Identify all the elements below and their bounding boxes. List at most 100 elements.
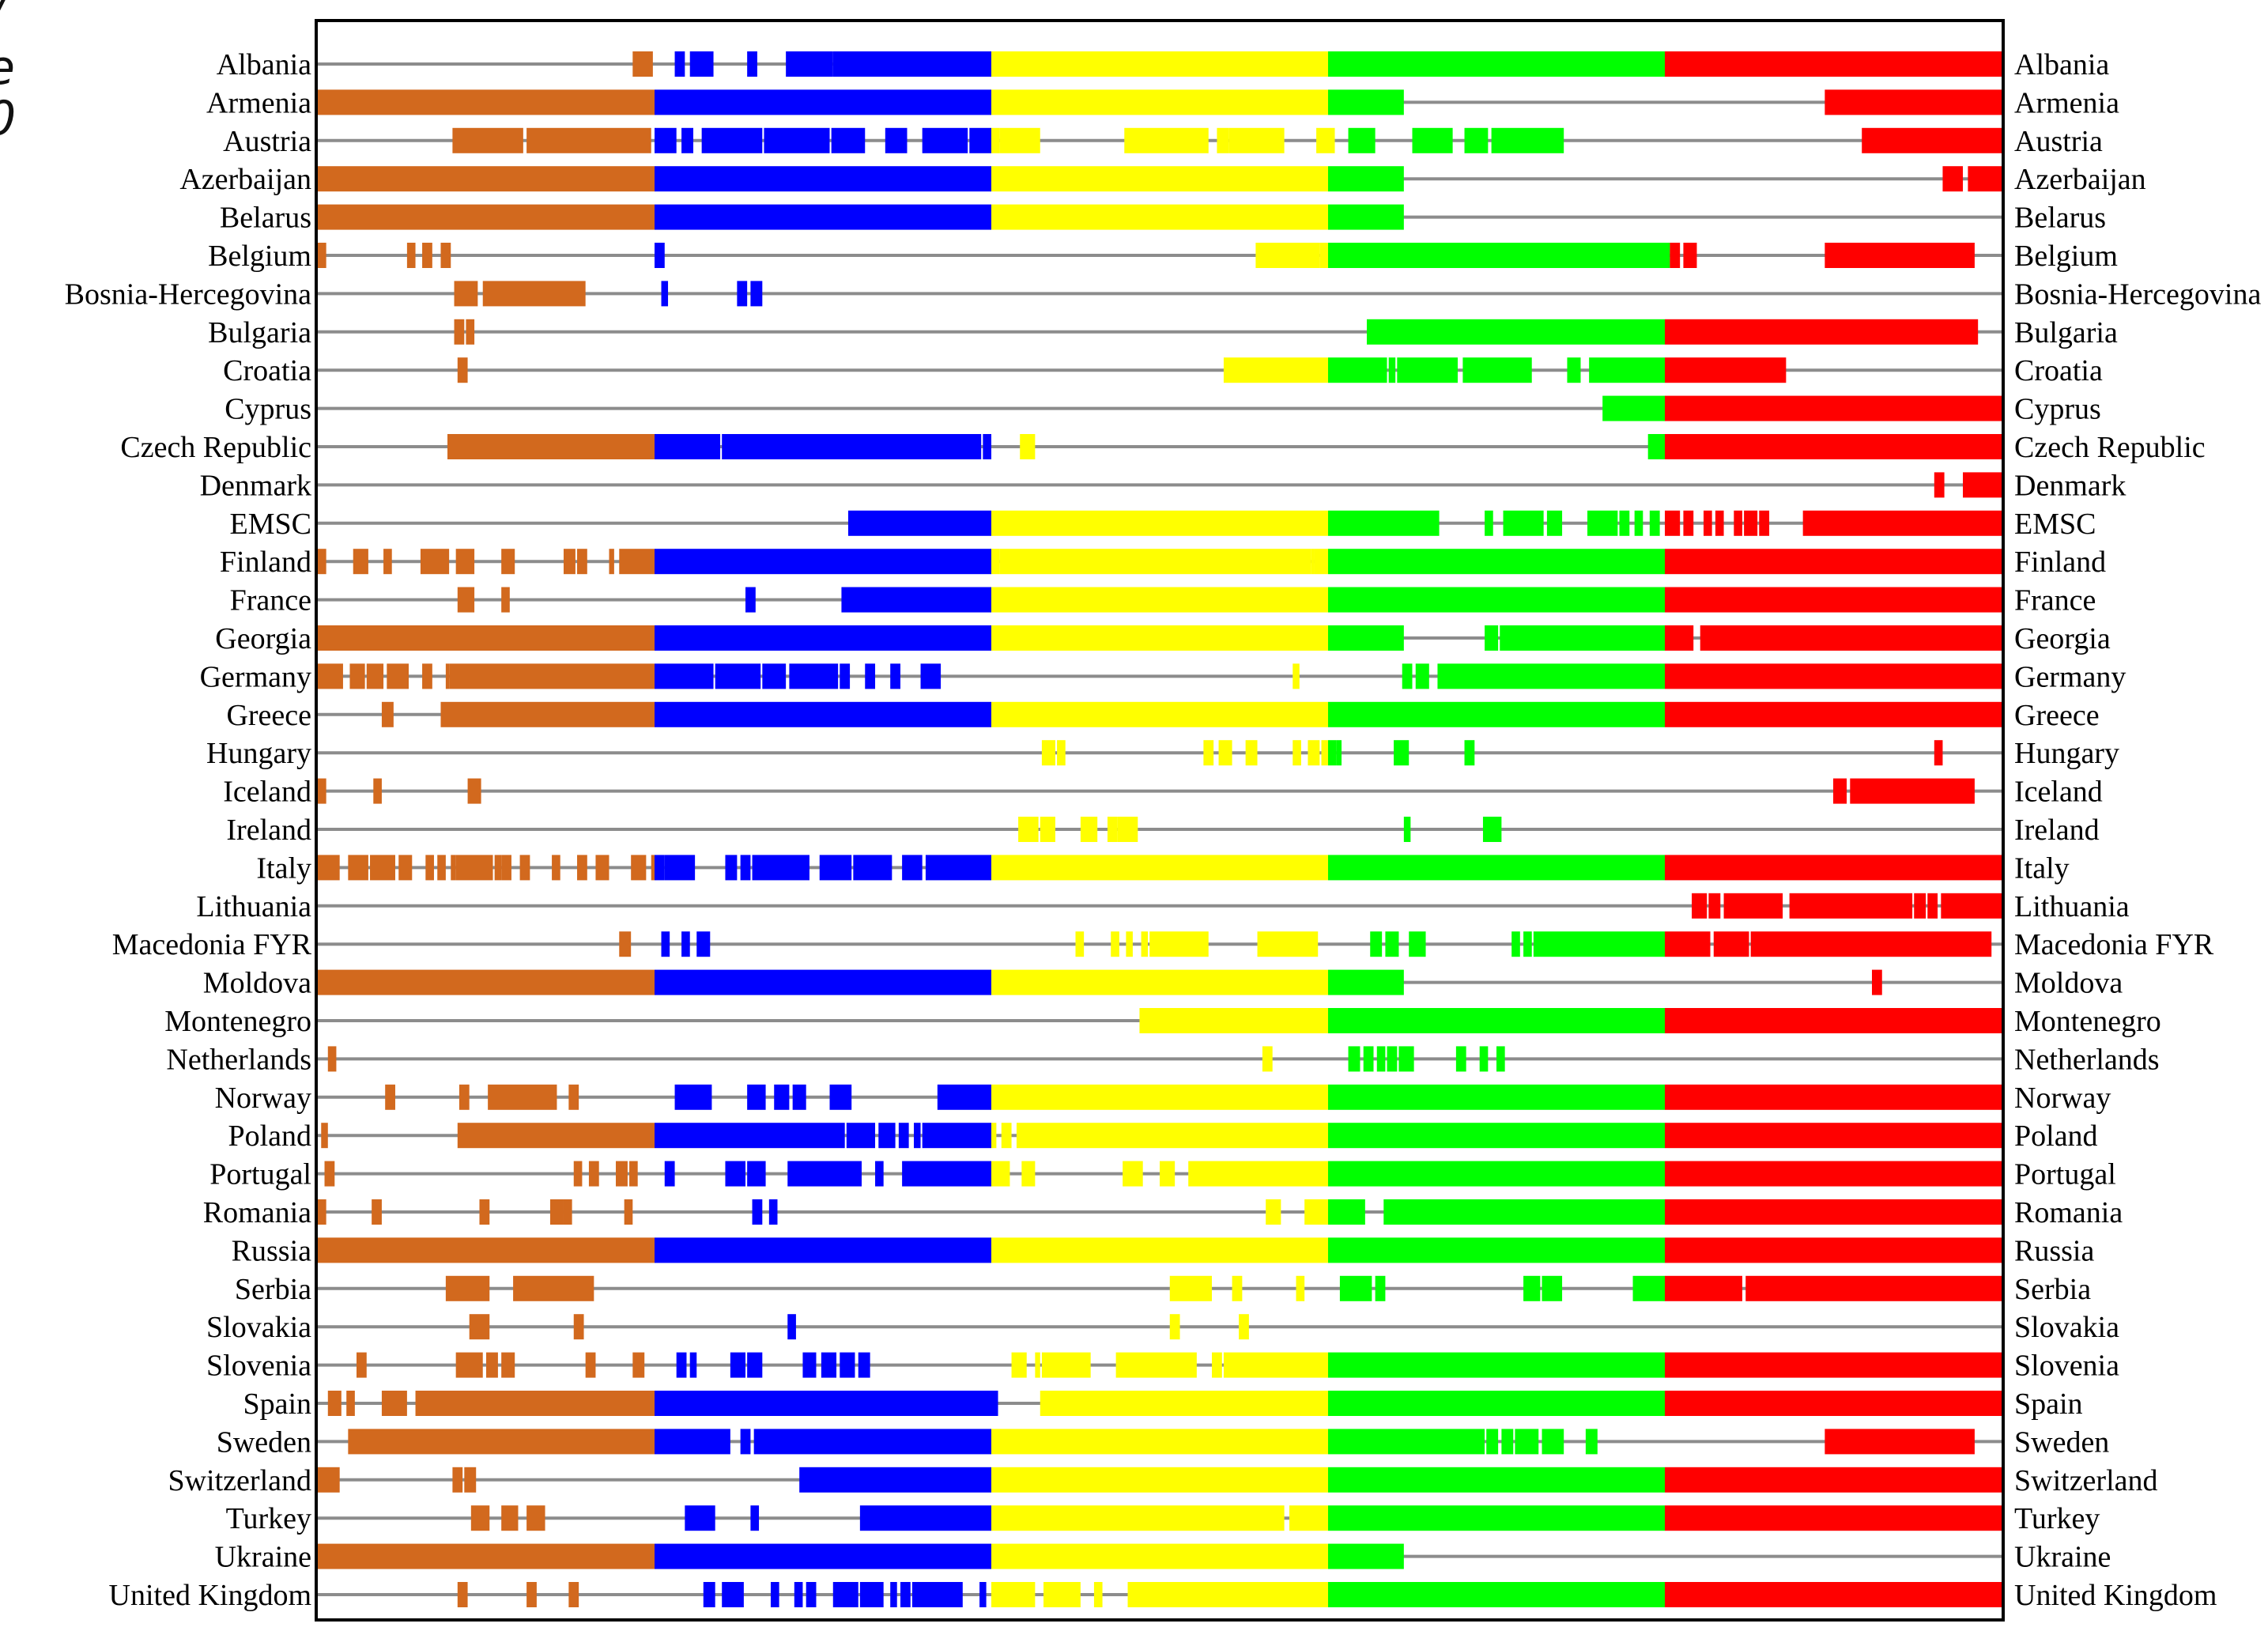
phase-bar [1126, 931, 1133, 957]
row-label-left: Slovenia [206, 1350, 311, 1383]
row-label-left: Hungary [206, 737, 311, 770]
phase-bar [1482, 817, 1502, 842]
phase-bar [1634, 510, 1643, 536]
phase-bar [832, 51, 991, 77]
phase-bar [573, 1161, 583, 1187]
phase-bar [1825, 89, 2002, 115]
row-label-right: Macedonia FYR [2014, 928, 2214, 961]
phase-bar [619, 931, 632, 957]
phase-bar [655, 166, 991, 192]
phase-bar [1750, 931, 1992, 957]
phase-bar [1239, 1314, 1249, 1340]
phase-bar [651, 855, 655, 881]
phase-bar [1665, 1582, 2002, 1607]
phase-bar [488, 1084, 557, 1110]
phase-bar [878, 1123, 896, 1149]
phase-bar [1708, 893, 1721, 919]
phase-bar [1321, 740, 1328, 766]
phase-bar [991, 701, 1328, 727]
phase-bar [1328, 1123, 1665, 1149]
phase-bar [1485, 510, 1493, 536]
row-label-left: Macedonia FYR [112, 928, 312, 961]
phase-bar [526, 1582, 537, 1607]
row-label-right: Montenegro [2014, 1005, 2161, 1038]
phase-bar [655, 1543, 991, 1569]
phase-bar [619, 549, 655, 575]
phase-bar [353, 549, 368, 575]
phase-bar [1139, 1008, 1328, 1033]
phase-bar [991, 51, 1328, 77]
phase-bar [1665, 510, 1681, 536]
phase-bar [1111, 931, 1119, 957]
phase-bar [1363, 1046, 1374, 1072]
phase-bar [1479, 1046, 1489, 1072]
phase-bar [1375, 1275, 1386, 1301]
row-label-right: Italy [2014, 851, 2070, 885]
phase-bar [1245, 740, 1258, 766]
phase-bar [440, 243, 451, 268]
phase-bar [1934, 740, 1943, 766]
phase-bar [655, 663, 714, 689]
row-label-left: Austria [223, 125, 311, 158]
phase-bar [349, 663, 365, 689]
phase-bar [730, 1352, 746, 1378]
phase-bar [1383, 1199, 1665, 1225]
phase-bar [327, 1391, 342, 1416]
row-label-right: Croatia [2014, 354, 2103, 387]
row-label-left: France [230, 584, 311, 617]
phase-bar [1376, 1046, 1386, 1072]
phase-bar [1542, 1275, 1563, 1301]
phase-bar [616, 1161, 628, 1187]
phase-bar [689, 51, 714, 77]
row-label-right: Ireland [2014, 814, 2100, 847]
phase-bar [1149, 931, 1209, 957]
phase-bar [1188, 1161, 1328, 1187]
phase-bar [1744, 510, 1758, 536]
phase-bar [1328, 1391, 1665, 1416]
phase-bar [454, 281, 478, 307]
phase-bar [1328, 51, 1665, 77]
phase-bar [991, 1543, 1328, 1569]
phase-bar [1715, 510, 1724, 536]
phase-bar [991, 969, 1328, 995]
phase-bar [482, 281, 586, 307]
phase-bar [991, 127, 1000, 153]
phase-bar [1366, 319, 1665, 345]
phase-bar [722, 434, 982, 459]
phase-bar [1292, 740, 1301, 766]
phase-bar [318, 204, 655, 230]
row-label-right: Slovakia [2014, 1311, 2119, 1344]
phase-bar [1160, 1161, 1176, 1187]
phase-bar [1511, 931, 1520, 957]
phase-bar [1080, 817, 1098, 842]
phase-bar [1789, 893, 1913, 919]
phase-bar [318, 166, 655, 192]
phase-bar [1713, 931, 1749, 957]
phase-bar [991, 855, 1328, 881]
phase-bar [922, 1123, 991, 1149]
phase-bar [381, 701, 394, 727]
phase-bar [1665, 395, 2002, 421]
phase-bar [1968, 166, 2002, 192]
row-label-left: Spain [243, 1387, 311, 1421]
phase-bar [969, 127, 991, 153]
phase-bar [1218, 740, 1232, 766]
row-label-right: Czech Republic [2014, 431, 2206, 464]
phase-bar [752, 855, 809, 881]
phase-bar [447, 434, 655, 459]
phase-bar [1228, 127, 1285, 153]
cropped-corner-text: / e 0 [0, 0, 32, 190]
phase-bar [747, 1352, 763, 1378]
phase-bar [655, 434, 721, 459]
phase-bar [1328, 625, 1404, 651]
phase-bar [318, 663, 343, 689]
phase-bar [577, 855, 587, 881]
phase-bar [1328, 1352, 1665, 1378]
phase-bar [655, 855, 665, 881]
phase-bar [1567, 357, 1581, 383]
phase-bar [674, 51, 685, 77]
row-label-right: Cyprus [2014, 393, 2101, 426]
phase-bar [1665, 549, 2002, 575]
phase-bar [1328, 701, 1665, 727]
phase-bar [1585, 1429, 1598, 1455]
